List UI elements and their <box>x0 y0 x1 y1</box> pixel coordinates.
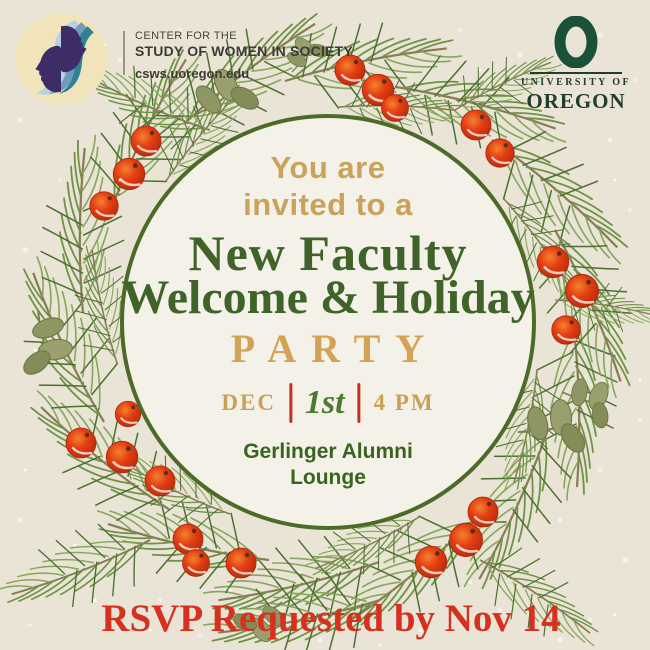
event-location: Gerlinger Alumni Lounge <box>243 439 413 492</box>
event-title-line1: New Faculty <box>188 225 468 281</box>
event-time: 4 PM <box>373 390 435 415</box>
event-title-party: PARTY <box>230 326 440 371</box>
date-separator <box>357 383 361 423</box>
intro-text: You are invited to a <box>243 149 413 223</box>
csws-two-women-logo <box>15 13 107 105</box>
rsvp-text: RSVP Requested by Nov 14 <box>101 597 561 640</box>
uo-logo-block: UNIVERSITY OF OREGON <box>518 16 634 114</box>
logo-divider <box>123 31 125 75</box>
csws-line1: CENTER FOR THE <box>135 30 237 42</box>
csws-text-block: CENTER FOR THE STUDY OF WOMEN IN SOCIETY… <box>135 30 353 81</box>
snow-dots-front <box>93 178 562 602</box>
uo-wordmark-line2: OREGON <box>526 89 626 113</box>
uo-o-logo <box>554 16 598 68</box>
uo-rule <box>530 72 622 74</box>
location-line1: Gerlinger Alumni <box>243 440 413 463</box>
event-date-row: DEC 1st 4 PM <box>221 383 434 423</box>
invitation-circle <box>120 114 536 530</box>
intro-line1: You are <box>270 150 386 185</box>
location-line2: Lounge <box>290 466 366 490</box>
event-day: 1st <box>304 384 345 421</box>
intro-line2: invited to a <box>243 187 413 223</box>
csws-url: csws.uoregon.edu <box>135 66 250 81</box>
event-title-line2: Welcome & Holiday <box>121 271 535 324</box>
uo-wordmark-line1: UNIVERSITY OF <box>520 77 631 88</box>
date-separator <box>288 383 292 423</box>
event-month: DEC <box>221 390 276 415</box>
csws-line2: STUDY OF WOMEN IN SOCIETY <box>135 43 353 59</box>
